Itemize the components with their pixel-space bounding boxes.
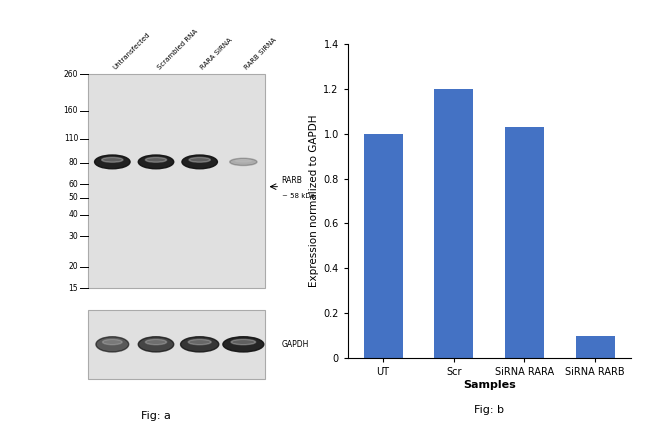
Ellipse shape xyxy=(138,337,174,352)
Ellipse shape xyxy=(95,155,130,169)
Text: 160: 160 xyxy=(64,106,78,115)
Ellipse shape xyxy=(223,337,264,352)
Ellipse shape xyxy=(181,337,219,352)
Text: GAPDH: GAPDH xyxy=(281,340,309,349)
Text: 110: 110 xyxy=(64,134,78,143)
Ellipse shape xyxy=(138,155,174,169)
Text: Fig: b: Fig: b xyxy=(474,405,504,415)
Bar xyxy=(363,134,402,358)
Ellipse shape xyxy=(188,340,211,345)
Ellipse shape xyxy=(101,157,123,162)
Bar xyxy=(505,127,544,358)
Text: Scrambled RNA: Scrambled RNA xyxy=(156,28,198,70)
Text: 20: 20 xyxy=(68,262,78,271)
Ellipse shape xyxy=(146,157,166,162)
Bar xyxy=(88,310,265,379)
Text: 60: 60 xyxy=(68,180,78,189)
Text: 40: 40 xyxy=(68,210,78,219)
Text: Fig: a: Fig: a xyxy=(141,412,171,421)
Text: ~ 58 kDa: ~ 58 kDa xyxy=(281,193,315,199)
Text: RARB SiRNA: RARB SiRNA xyxy=(243,36,278,70)
Text: 50: 50 xyxy=(68,193,78,202)
Text: 80: 80 xyxy=(68,158,78,167)
Text: 260: 260 xyxy=(64,69,78,79)
X-axis label: Samples: Samples xyxy=(463,380,515,390)
Ellipse shape xyxy=(103,340,122,345)
Text: RARB: RARB xyxy=(281,176,302,184)
Y-axis label: Expression normalized to GAPDH: Expression normalized to GAPDH xyxy=(309,115,319,287)
Bar xyxy=(576,336,615,358)
Ellipse shape xyxy=(146,340,166,345)
Text: 15: 15 xyxy=(68,284,78,293)
Text: RARA SiRNA: RARA SiRNA xyxy=(200,37,233,70)
Ellipse shape xyxy=(96,337,129,352)
Bar xyxy=(88,74,265,288)
Text: Untransfected: Untransfected xyxy=(112,31,151,70)
Ellipse shape xyxy=(189,157,211,162)
Text: 30: 30 xyxy=(68,232,78,241)
Ellipse shape xyxy=(235,160,252,162)
Ellipse shape xyxy=(231,340,255,345)
Ellipse shape xyxy=(229,158,257,166)
Ellipse shape xyxy=(182,155,217,169)
Bar xyxy=(434,89,473,358)
